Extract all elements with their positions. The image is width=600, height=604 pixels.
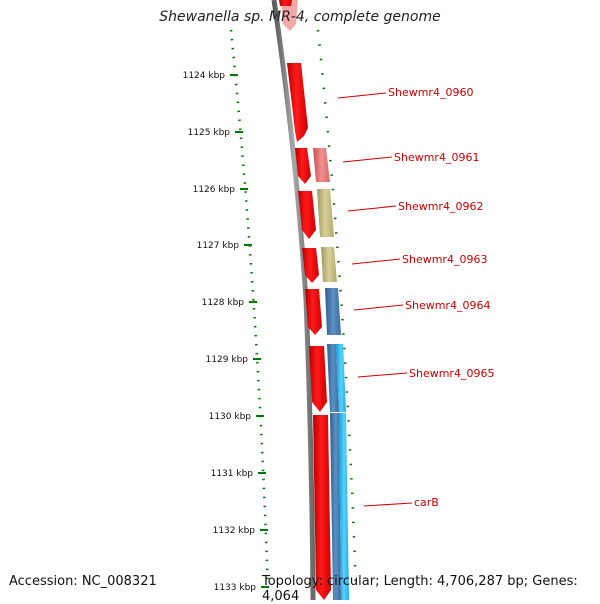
gene-label-carb: carB [414,496,439,509]
ruler-dotted-left [229,29,270,591]
leader-line-shewmr4-0964 [353,304,404,311]
gene-block-shewmr4-0963 [321,247,337,282]
tick-label: 1127 kbp [197,241,240,251]
gene-arrow-red-0963 [302,248,319,283]
tick-label: 1126 kbp [193,185,236,195]
gene-label-shewmr4-0962: Shewmr4_0962 [398,200,483,213]
accession-text: Accession: NC_008321 [9,574,157,589]
gene-arrow-red-carb [313,415,331,600]
gene-block-blue-carb [330,413,341,600]
gene-block-blue-0965 [327,344,339,412]
leader-line-shewmr4-0963 [351,258,401,265]
tick-marks: 1124 kbp 1125 kbp 1126 kbp 1127 kbp 1128 kbp… [183,71,269,593]
feature-top-red [279,0,292,6]
gene-label-shewmr4-0965: Shewmr4_0965 [409,367,494,380]
tick-label: 1128 kbp [202,298,245,308]
gene-label-shewmr4-0961: Shewmr4_0961 [394,151,479,164]
tick-label: 1133 kbp [214,583,257,593]
gene-block-shewmr4-0964 [325,288,341,335]
gene-arrow-red-0964 [305,289,322,335]
gene-block-shewmr4-0962 [317,189,334,237]
feature-top-pink [281,0,298,31]
ruler-dotted-right [316,29,358,591]
gene-block-shewmr4-0961 [313,148,330,182]
tick-label: 1131 kbp [211,469,254,479]
gene-label-shewmr4-0960: Shewmr4_0960 [388,86,473,99]
cds-features [279,0,349,600]
tick-label: 1130 kbp [209,412,252,422]
tick-label: 1129 kbp [206,355,249,365]
leader-line-shewmr4-0965 [357,372,408,378]
leader-line-shewmr4-0962 [347,205,397,212]
leader-line-shewmr4-0960 [337,92,387,99]
leader-line-carb [363,502,413,507]
tick-label: 1124 kbp [183,71,226,81]
gene-block-cyan-carb [339,413,349,600]
gene-arrow-shewmr4-0960 [287,63,308,142]
gene-labels: Shewmr4_0960 Shewmr4_0961 Shewmr4_0962 S… [337,86,494,509]
gene-arrow-red-0965 [309,346,327,412]
gene-label-shewmr4-0963: Shewmr4_0963 [402,253,487,266]
leader-line-shewmr4-0961 [342,156,393,163]
gene-arrow-red-0962 [298,191,316,239]
gene-arrow-red-0961 [295,148,311,184]
tick-label: 1125 kbp [188,128,231,138]
gene-block-cyan-0965 [336,344,346,412]
map-title: Shewanella sp. MR-4, complete genome [159,9,441,25]
tick-label: 1132 kbp [213,526,256,536]
gene-label-shewmr4-0964: Shewmr4_0964 [405,299,490,312]
